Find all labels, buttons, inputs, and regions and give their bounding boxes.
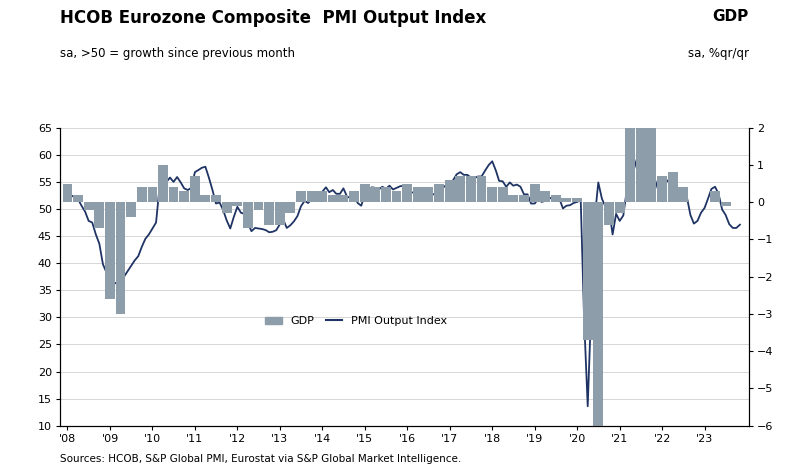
Bar <box>679 187 688 202</box>
Bar <box>116 202 126 314</box>
Bar <box>562 199 572 202</box>
Bar <box>402 184 412 202</box>
Bar <box>519 195 529 202</box>
Text: sa, %qr/qr: sa, %qr/qr <box>687 47 749 60</box>
Bar <box>338 195 349 202</box>
Bar <box>583 202 592 340</box>
Bar <box>73 195 83 202</box>
Bar <box>190 176 200 202</box>
Text: sa, >50 = growth since previous month: sa, >50 = growth since previous month <box>60 47 295 60</box>
Bar <box>286 202 295 213</box>
Bar <box>307 191 316 202</box>
Bar <box>243 202 253 228</box>
Bar <box>487 187 497 202</box>
Bar <box>667 173 678 202</box>
Bar <box>720 202 731 206</box>
Bar <box>657 176 667 202</box>
Bar <box>604 202 614 225</box>
Bar <box>466 176 476 202</box>
Bar <box>63 184 72 202</box>
Bar <box>254 202 263 210</box>
Bar <box>317 191 328 202</box>
Bar <box>147 187 158 202</box>
Bar <box>593 202 603 473</box>
Bar <box>158 165 168 202</box>
Bar <box>137 187 147 202</box>
Bar <box>497 187 508 202</box>
Bar <box>381 187 390 202</box>
Legend: GDP, PMI Output Index: GDP, PMI Output Index <box>261 312 452 331</box>
Text: HCOB Eurozone Composite  PMI Output Index: HCOB Eurozone Composite PMI Output Index <box>60 9 487 27</box>
Bar <box>275 202 285 225</box>
Bar <box>180 191 189 202</box>
Text: Sources: HCOB, S&P Global PMI, Eurostat via S&P Global Market Intelligence.: Sources: HCOB, S&P Global PMI, Eurostat … <box>60 454 461 464</box>
Bar <box>572 199 582 202</box>
Bar <box>370 187 380 202</box>
Bar <box>360 184 369 202</box>
Bar <box>456 176 465 202</box>
Bar <box>646 116 656 202</box>
Bar <box>636 120 646 202</box>
Bar <box>211 195 221 202</box>
Bar <box>413 187 423 202</box>
Bar <box>94 202 105 228</box>
Bar <box>508 195 518 202</box>
Bar <box>105 202 115 299</box>
Bar <box>200 195 210 202</box>
Bar <box>551 195 560 202</box>
Bar <box>84 202 93 210</box>
Bar <box>328 195 338 202</box>
Bar <box>423 187 433 202</box>
Bar <box>221 202 232 213</box>
Bar <box>296 191 306 202</box>
Bar <box>477 176 486 202</box>
Bar <box>540 191 550 202</box>
Bar <box>391 191 402 202</box>
Bar <box>233 202 242 206</box>
Bar <box>126 202 136 217</box>
Bar <box>349 191 359 202</box>
Bar <box>168 187 179 202</box>
Bar <box>615 202 625 213</box>
Bar <box>625 120 635 202</box>
Bar <box>530 184 539 202</box>
Bar <box>434 184 444 202</box>
Bar <box>445 180 455 202</box>
Bar <box>264 202 275 225</box>
Text: GDP: GDP <box>712 9 749 25</box>
Bar <box>710 191 720 202</box>
